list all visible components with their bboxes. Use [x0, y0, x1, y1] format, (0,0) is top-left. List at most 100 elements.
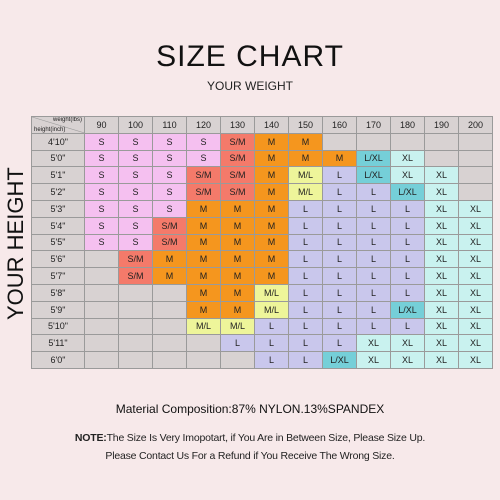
table-row: 5'5" S S S/M M M M L L L L XL XL: [31, 233, 493, 252]
weight-header-cell: 170: [356, 116, 391, 134]
size-cell: L: [390, 317, 425, 336]
size-cell: S: [118, 132, 153, 151]
table-row: 5'10" M/L M/L L L L L L XL XL: [31, 317, 493, 336]
height-cell: 5'2": [31, 183, 85, 201]
size-cell: L: [288, 334, 323, 353]
note-label: NOTE:: [74, 432, 107, 444]
size-cell: S/M: [220, 149, 255, 168]
size-cell: S: [118, 199, 153, 218]
refund-note: Please Contact Us For a Refund if You Re…: [105, 450, 395, 462]
size-cell: M: [220, 216, 255, 235]
size-cell: M: [152, 250, 187, 269]
size-cell: XL: [458, 317, 493, 336]
size-cell: M: [254, 166, 289, 185]
size-cell: XL: [458, 216, 493, 235]
weight-axis-label: YOUR WEIGHT: [207, 79, 293, 93]
size-cell: M: [186, 250, 221, 269]
size-cell: M: [254, 132, 289, 151]
size-cell: S/M: [118, 250, 153, 269]
size-cell: L: [390, 283, 425, 302]
size-cell: S/M: [152, 216, 187, 235]
size-cell: [186, 334, 221, 353]
height-cell: 5'9": [31, 300, 85, 319]
size-cell: L: [322, 334, 357, 353]
size-cell: XL: [424, 283, 459, 302]
size-cell: XL: [458, 283, 493, 302]
size-cell: L: [390, 199, 425, 218]
size-cell: M: [288, 149, 323, 168]
size-cell: M: [220, 250, 255, 269]
size-cell: S/M: [186, 183, 221, 201]
size-cell: L: [356, 250, 391, 269]
size-cell: XL: [424, 216, 459, 235]
size-cell: M: [152, 267, 187, 285]
size-cell: L: [356, 267, 391, 285]
size-cell: [186, 351, 221, 369]
size-cell: L: [322, 250, 357, 269]
size-cell: L/XL: [390, 183, 425, 201]
size-cell: L: [322, 199, 357, 218]
table-row: 5'7" S/M M M M M L L L L XL XL: [31, 267, 493, 285]
height-cell: 5'8": [31, 283, 85, 302]
size-cell: L: [322, 233, 357, 252]
size-cell: [152, 334, 187, 353]
size-cell: XL: [356, 334, 391, 353]
size-cell: L/XL: [390, 300, 425, 319]
size-cell: [356, 132, 391, 151]
size-cell: M: [220, 300, 255, 319]
size-cell: M: [254, 199, 289, 218]
weight-header-cell: 140: [254, 116, 289, 134]
height-axis-label: YOUR HEIGHT: [3, 167, 28, 320]
size-chart-table: weight(lbs) height(inch) 90 100 110 120 130 1…: [31, 116, 493, 369]
table-row: 5'1" S S S S/M S/M M M/L L L/XL XL XL: [31, 166, 493, 185]
size-cell: [84, 351, 119, 369]
size-cell: M/L: [186, 317, 221, 336]
size-chart-body: 4'10" S S S S S/M M M 5'0" S S S S S/M M M M L/XL XL 5'1" S S…: [31, 132, 493, 369]
weight-header-cell: 150: [288, 116, 323, 134]
height-cell: 4'10": [31, 132, 85, 151]
height-cell: 5'4": [31, 216, 85, 235]
size-cell: L: [322, 283, 357, 302]
size-cell: XL: [424, 233, 459, 252]
size-cell: M: [220, 267, 255, 285]
size-cell: L: [254, 317, 289, 336]
size-cell: L/XL: [356, 166, 391, 185]
size-cell: L: [322, 317, 357, 336]
size-cell: XL: [424, 183, 459, 201]
size-cell: [84, 300, 119, 319]
height-cell: 5'10": [31, 317, 85, 336]
size-cell: XL: [458, 233, 493, 252]
size-cell: XL: [390, 149, 425, 168]
height-cell: 5'11": [31, 334, 85, 353]
size-cell: [458, 132, 493, 151]
height-cell: 5'6": [31, 250, 85, 269]
size-cell: S: [152, 132, 187, 151]
size-cell: L: [288, 199, 323, 218]
size-cell: XL: [424, 267, 459, 285]
size-cell: XL: [390, 166, 425, 185]
size-cell: L: [356, 317, 391, 336]
size-cell: M/L: [254, 300, 289, 319]
weight-header-cell: 190: [424, 116, 459, 134]
size-cell: L: [356, 216, 391, 235]
size-cell: S/M: [220, 132, 255, 151]
size-cell: L: [390, 216, 425, 235]
note-text: The Size Is Very Imopotart, if You Are i…: [106, 432, 426, 444]
size-cell: [118, 317, 153, 336]
weight-header-cell: 110: [152, 116, 187, 134]
size-cell: S: [118, 216, 153, 235]
size-cell: M: [220, 199, 255, 218]
size-cell: L: [322, 216, 357, 235]
size-cell: [118, 283, 153, 302]
size-cell: [458, 166, 493, 185]
size-cell: L: [288, 233, 323, 252]
size-cell: S/M: [152, 233, 187, 252]
size-cell: M: [220, 283, 255, 302]
size-cell: [152, 300, 187, 319]
size-cell: [84, 317, 119, 336]
size-cell: XL: [458, 351, 493, 369]
size-cell: S: [84, 183, 119, 201]
height-unit-label: height(inch): [34, 126, 66, 133]
size-cell: XL: [458, 199, 493, 218]
weight-header-cell: 200: [458, 116, 493, 134]
